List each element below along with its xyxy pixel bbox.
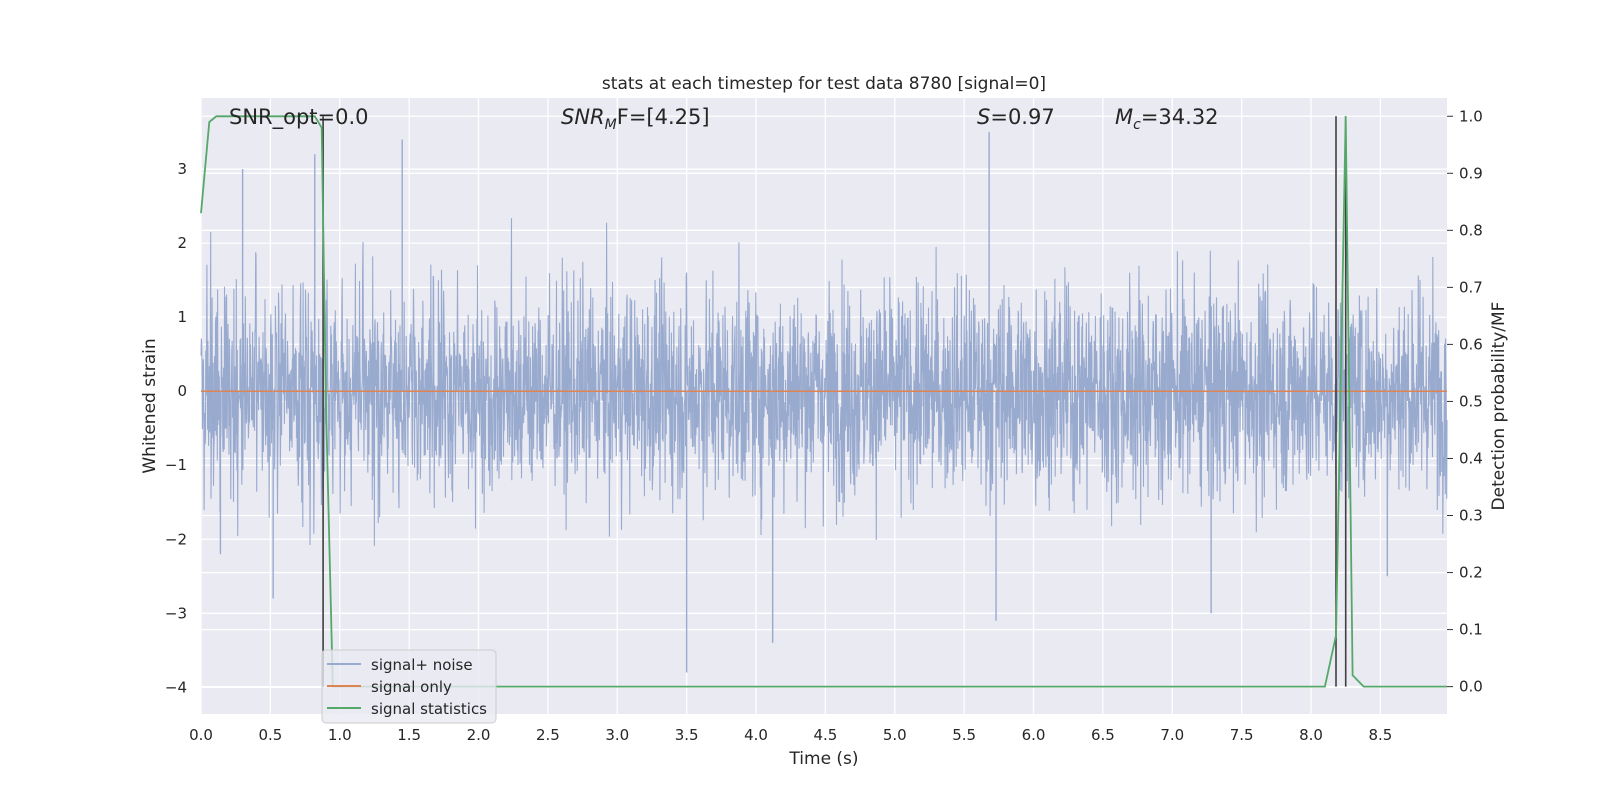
- y-right-tick-label: 0.7: [1459, 278, 1483, 296]
- x-tick-label: 0.5: [258, 726, 282, 744]
- y-left-tick-label: −4: [165, 678, 187, 696]
- x-tick-labels: 0.0 0.5 1.0 1.5 2.0 2.5 3.0 3.5 4.0 4.5 5.0 5.5 6.0 6…: [189, 726, 1392, 744]
- x-tick-label: 4.0: [744, 726, 768, 744]
- y-right-tick-label: 0.8: [1459, 221, 1483, 239]
- annotation-mc: Mc=34.32: [1115, 105, 1219, 133]
- y-axis-label-right: Detection probability/MF: [1489, 302, 1509, 511]
- annotation-snr-mf: SNRMF=[4.25]: [561, 105, 710, 133]
- y-left-tick-label: 0: [177, 382, 187, 400]
- annotation-snr-opt: SNR_opt=0.0: [229, 105, 369, 130]
- y-axis-label-left: Whitened strain: [140, 338, 160, 473]
- y-left-tick-labels: 3 2 1 0 −1 −2 −3 −4: [165, 160, 187, 696]
- y-right-tick-label: 0.4: [1459, 449, 1483, 467]
- x-tick-label: 5.5: [952, 726, 976, 744]
- y-right-tick-labels: 1.0 0.9 0.8 0.7 0.6 0.5 0.4 0.3 0.2 0.1 0.0: [1459, 107, 1483, 695]
- legend-label-signal-noise: signal+ noise: [371, 656, 473, 674]
- y-right-tick-label: 1.0: [1459, 107, 1483, 125]
- legend-label-signal-statistics: signal statistics: [371, 700, 487, 718]
- legend: signal+ noise signal only signal statist…: [321, 649, 497, 724]
- series-signal-noise: [200, 218, 1448, 546]
- annotation-s-main: S: [977, 105, 990, 129]
- x-axis-label: Time (s): [788, 749, 858, 769]
- annotation-snr-mf-sub: M: [605, 117, 617, 133]
- y-right-tick-label: 0.3: [1459, 507, 1483, 525]
- x-tick-label: 4.5: [813, 726, 837, 744]
- x-tick-label: 6.5: [1091, 726, 1115, 744]
- x-tick-label: 7.5: [1230, 726, 1254, 744]
- y-left-tick-label: −1: [165, 456, 187, 474]
- y-right-tick-label: 0.6: [1459, 335, 1483, 353]
- x-tick-label: 7.0: [1160, 726, 1184, 744]
- y-right-tick-label: 0.0: [1459, 678, 1483, 696]
- x-tick-label: 1.0: [328, 726, 352, 744]
- y-left-tick-label: −3: [165, 604, 187, 622]
- y-right-tick-label: 0.5: [1459, 392, 1483, 410]
- y-left-tick-label: 2: [177, 234, 187, 252]
- x-tick-label: 8.0: [1299, 726, 1323, 744]
- x-tick-label: 6.0: [1022, 726, 1046, 744]
- x-tick-label: 1.5: [397, 726, 421, 744]
- x-tick-label: 2.0: [467, 726, 491, 744]
- annotation-snr-mf-main: SNR: [561, 105, 605, 129]
- x-tick-label: 3.0: [605, 726, 629, 744]
- annotation-mc-main: M: [1115, 105, 1133, 129]
- x-tick-label: 2.5: [536, 726, 560, 744]
- x-tick-label: 3.5: [675, 726, 699, 744]
- annotation-mc-sub: c: [1133, 117, 1141, 133]
- legend-box: [321, 649, 497, 724]
- x-tick-label: 0.0: [189, 726, 213, 744]
- annotation-snr-mf-rest: F=[4.25]: [617, 105, 710, 129]
- chart-title: stats at each timestep for test data 878…: [602, 74, 1046, 94]
- y-right-tick-label: 0.9: [1459, 164, 1483, 182]
- legend-label-signal-only: signal only: [371, 678, 452, 696]
- x-tick-label: 8.5: [1368, 726, 1392, 744]
- y-right-tick-label: 0.1: [1459, 621, 1483, 639]
- y-left-tick-label: −2: [165, 530, 187, 548]
- y-right-tick-label: 0.2: [1459, 564, 1483, 582]
- annotation-s: S=0.97: [977, 105, 1055, 129]
- annotation-mc-rest: =34.32: [1141, 105, 1219, 129]
- annotation-s-rest: =0.97: [990, 105, 1054, 129]
- y-left-tick-label: 3: [177, 160, 187, 178]
- x-tick-label: 5.0: [883, 726, 907, 744]
- y-left-tick-label: 1: [177, 308, 187, 326]
